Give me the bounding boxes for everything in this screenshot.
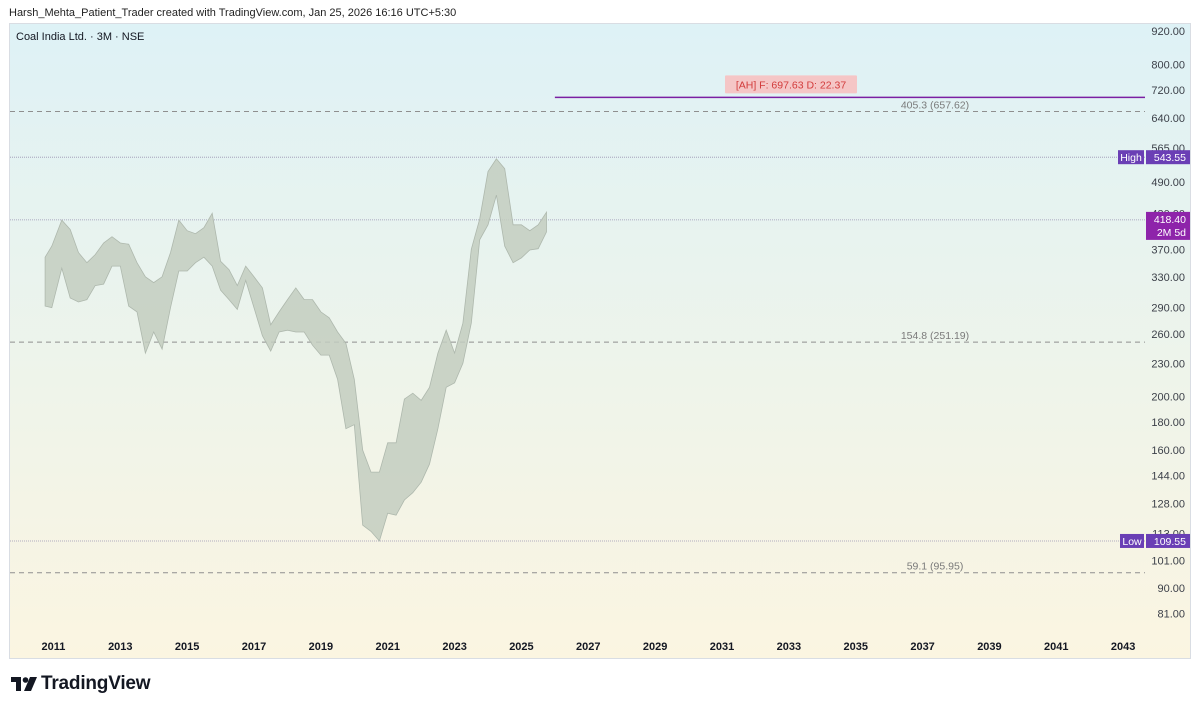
fib-level-label: 59.1 (95.95) — [907, 561, 964, 573]
y-tick-label: 920.00 — [1151, 26, 1185, 38]
bar-countdown-text: 2M 5d — [1157, 227, 1186, 239]
high-value-text: 543.55 — [1154, 152, 1186, 164]
x-tick-label: 2013 — [108, 641, 132, 653]
low-value-text: 109.55 — [1154, 536, 1186, 548]
x-tick-label: 2031 — [710, 641, 734, 653]
target-annotation-box[interactable] — [725, 75, 857, 94]
x-tick-label: 2043 — [1111, 641, 1135, 653]
x-tick-label: 2025 — [509, 641, 533, 653]
y-tick-label: 640.00 — [1151, 113, 1185, 125]
high-value-badge — [1146, 150, 1190, 165]
fib-level-label: 154.8 (251.19) — [901, 330, 969, 342]
x-tick-label: 2035 — [843, 641, 867, 653]
tradingview-wordmark: TradingView — [41, 673, 151, 694]
current-price-text: 418.40 — [1154, 214, 1186, 226]
tradingview-logo[interactable]: TradingView — [11, 672, 151, 696]
y-tick-label: 230.00 — [1151, 358, 1185, 370]
x-tick-label: 2021 — [375, 641, 399, 653]
chart-background — [10, 24, 1190, 658]
x-tick-label: 2015 — [175, 641, 199, 653]
target-annotation-text: [AH] F: 697.63 D: 22.37 — [736, 79, 846, 91]
y-tick-label: 720.00 — [1151, 85, 1185, 97]
y-tick-label: 90.00 — [1157, 583, 1185, 595]
low-value-badge — [1146, 533, 1190, 548]
price-chart[interactable]: 405.3 (657.62) 154.8 (251.19) 59.1 (95.95)… — [10, 24, 1190, 658]
y-tick-label: 180.00 — [1151, 417, 1185, 429]
y-tick-label: 128.00 — [1151, 499, 1185, 511]
high-label-text: High — [1120, 152, 1142, 164]
fib-level-label: 405.3 (657.62) — [901, 100, 969, 112]
y-tick-label: 260.00 — [1151, 329, 1185, 341]
y-tick-label: 200.00 — [1151, 392, 1185, 404]
x-tick-label: 2027 — [576, 641, 600, 653]
low-label-text: Low — [1122, 536, 1142, 548]
x-tick-label: 2041 — [1044, 641, 1068, 653]
price-range-band[interactable] — [44, 158, 547, 542]
y-tick-label: 800.00 — [1151, 60, 1185, 72]
tradingview-mark-icon — [11, 677, 37, 691]
y-tick-label: 81.00 — [1157, 608, 1185, 620]
low-label-badge — [1120, 533, 1144, 548]
x-tick-label: 2019 — [309, 641, 333, 653]
y-tick-label: 370.00 — [1151, 244, 1185, 256]
y-tick-label: 160.00 — [1151, 445, 1185, 457]
high-label-badge — [1118, 150, 1144, 165]
y-tick-label: 330.00 — [1151, 272, 1185, 284]
x-tick-label: 2033 — [777, 641, 801, 653]
x-tick-label: 2023 — [442, 641, 466, 653]
x-tick-label: 2017 — [242, 641, 266, 653]
y-tick-label: 144.00 — [1151, 470, 1185, 482]
x-tick-label: 2029 — [643, 641, 667, 653]
y-tick-label: 101.00 — [1151, 555, 1185, 567]
current-price-badge[interactable] — [1146, 211, 1190, 240]
x-tick-label: 2037 — [910, 641, 934, 653]
y-tick-label: 290.00 — [1151, 303, 1185, 315]
chart-credit: Harsh_Mehta_Patient_Trader created with … — [9, 7, 457, 19]
x-tick-label: 2011 — [42, 641, 66, 653]
chart-frame[interactable]: 405.3 (657.62) 154.8 (251.19) 59.1 (95.95)… — [9, 23, 1191, 659]
y-tick-label: 490.00 — [1151, 177, 1185, 189]
symbol-title[interactable]: Coal India Ltd. · 3M · NSE — [16, 31, 145, 43]
x-tick-label: 2039 — [977, 641, 1001, 653]
